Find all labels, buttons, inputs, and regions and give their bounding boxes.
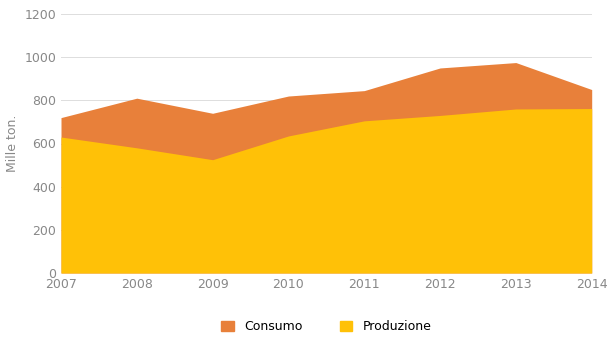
- Legend: Consumo, Produzione: Consumo, Produzione: [215, 314, 437, 339]
- Y-axis label: Mille ton.: Mille ton.: [5, 115, 19, 172]
